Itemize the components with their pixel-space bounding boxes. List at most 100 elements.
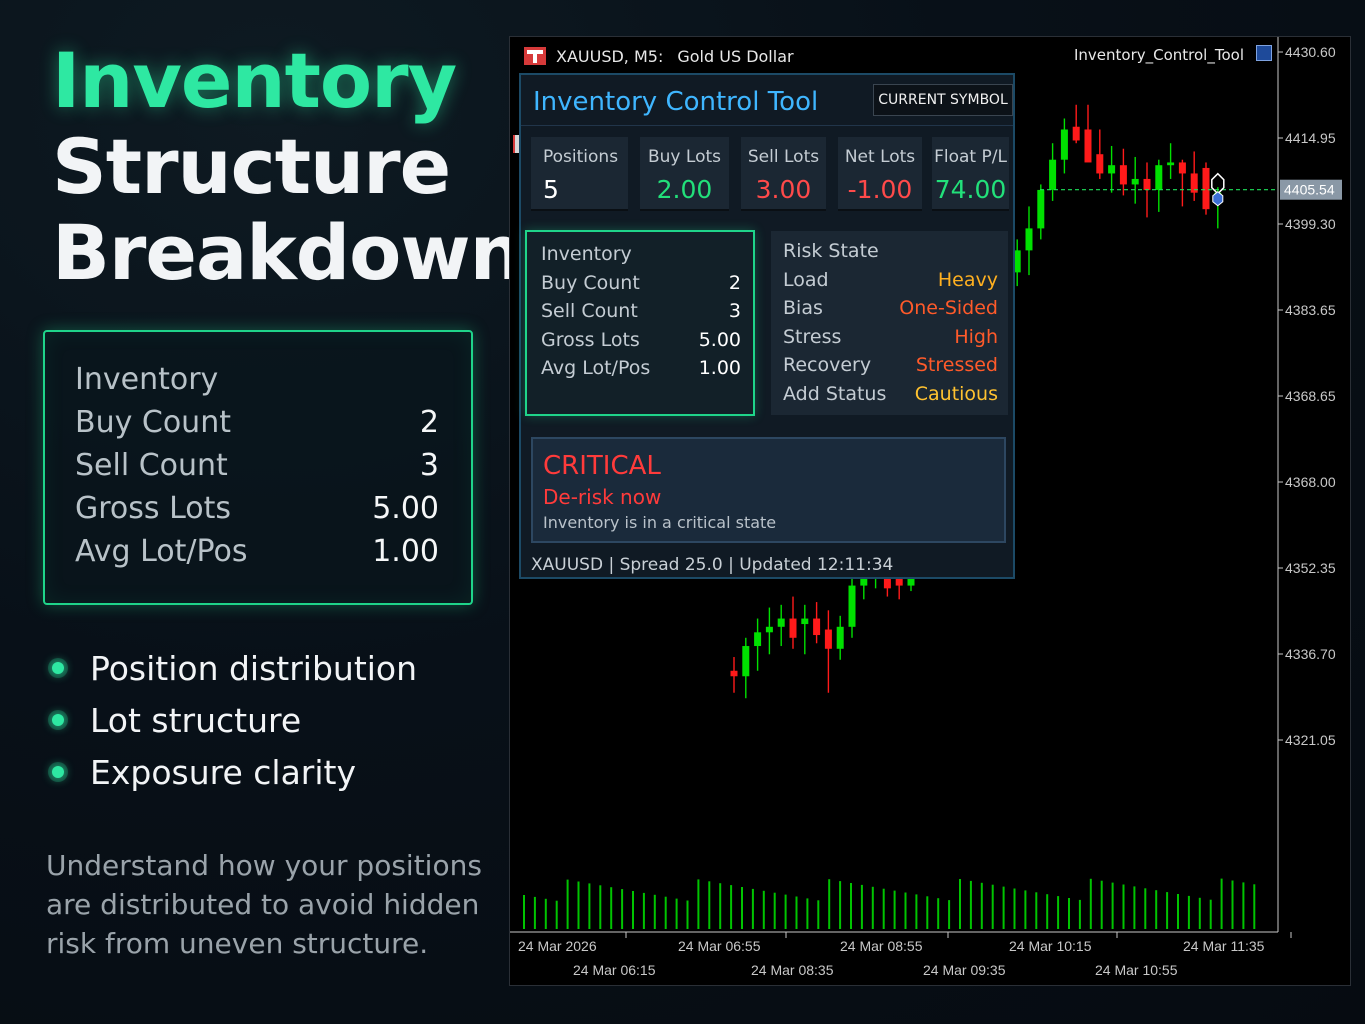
risk-label: Add Status [783, 382, 887, 405]
bullet-text: Position distribution [90, 648, 418, 688]
candle-body [1084, 129, 1092, 163]
inventory-label: Sell Count [541, 300, 638, 322]
risk-label: Load [783, 268, 829, 291]
inventory-value: 5.00 [698, 328, 741, 351]
price-tick-label: 4430.60 [1285, 44, 1336, 60]
promo-description: Understand how your positions are distri… [46, 849, 482, 960]
inventory-label: Buy Count [541, 271, 640, 294]
candle-body [801, 618, 809, 625]
risk-state-box: Risk State Load Heavy Bias One-Sided Stres… [771, 231, 1008, 415]
risk-heading: Risk State [783, 240, 879, 262]
buy-trade-marker-icon [1212, 191, 1224, 207]
promo-title-line2: Structure [52, 122, 451, 211]
metric-value: 5 [543, 175, 559, 204]
risk-label: Bias [783, 297, 823, 319]
candle-body [1060, 129, 1068, 160]
risk-label: Recovery [783, 354, 872, 376]
risk-row: Add Status Cautious [783, 380, 998, 409]
current-price-label: 4405.54 [1284, 182, 1335, 198]
chart-title: XAUUSD, M5: Gold US Dollar [524, 44, 794, 68]
bullet-item: Position distribution [52, 642, 417, 694]
promo-title-line1: Inventory [52, 36, 457, 125]
time-tick-label: 24 Mar 2026 [518, 938, 597, 954]
promo-card-value: 5.00 [372, 491, 439, 526]
risk-row: Bias One-Sided [783, 294, 998, 323]
price-tick-label: 4399.30 [1285, 216, 1336, 232]
inventory-heading-row: Inventory [541, 240, 741, 269]
metric-float-pl: Float P/L 74.00 [932, 137, 1009, 211]
candle-body [789, 618, 797, 638]
chart-symbol: XAUUSD, M5: [556, 46, 664, 66]
inventory-label: Avg Lot/Pos [541, 357, 651, 379]
promo-card-value: 1.00 [372, 534, 439, 569]
symbol-logo-icon [524, 47, 546, 65]
metric-value: 3.00 [755, 175, 812, 204]
price-tick-label: 4414.95 [1285, 130, 1336, 146]
promo-card-value: 3 [419, 448, 439, 483]
inventory-value: 1.00 [698, 357, 741, 379]
inventory-row: Buy Count 2 [541, 269, 741, 298]
metric-sell-lots: Sell Lots 3.00 [741, 137, 826, 211]
promo-title-line3: Breakdown [52, 208, 524, 297]
chart-shift-marker-icon[interactable] [513, 135, 519, 153]
inventory-heading: Inventory [541, 243, 632, 265]
candle-body [754, 632, 762, 647]
risk-label: Stress [783, 325, 842, 348]
time-tick-label: 24 Mar 10:55 [1095, 962, 1178, 978]
metric-buy-lots: Buy Lots 2.00 [640, 137, 729, 211]
time-tick-label: 24 Mar 08:35 [751, 962, 834, 978]
price-tick-label: 4352.35 [1285, 560, 1336, 576]
candle-body [1178, 162, 1186, 174]
candle-body [836, 626, 844, 649]
metric-positions: Positions 5 [531, 137, 628, 211]
candle-body [1167, 162, 1175, 166]
candle-body [730, 670, 738, 677]
price-tick-label: 4321.05 [1285, 732, 1336, 748]
candle-body [1190, 173, 1198, 193]
candle-body [1119, 165, 1127, 185]
indicator-icon[interactable] [1256, 45, 1272, 61]
risk-value: One-Sided [899, 297, 998, 319]
candle-body [1131, 178, 1139, 185]
promo-title: Inventory Structure Breakdown [52, 36, 524, 297]
metric-label: Buy Lots [648, 147, 721, 167]
inventory-box: Inventory Buy Count 2 Sell Count 3 Gross L… [525, 230, 755, 416]
inventory-row: Gross Lots 5.00 [541, 326, 741, 355]
metric-value: 74.00 [934, 175, 1007, 204]
inventory-row: Sell Count 3 [541, 297, 741, 326]
promo-card-row: Avg Lot/Pos 1.00 [75, 530, 439, 573]
indicator-name[interactable]: Inventory_Control_Tool [1073, 46, 1244, 64]
panel-title: Inventory Control Tool [533, 87, 819, 117]
risk-value: Cautious [914, 382, 998, 405]
candle-body [1096, 154, 1104, 174]
metric-label: Positions [543, 147, 619, 167]
candle-body [848, 585, 856, 627]
risk-value: Stressed [915, 354, 998, 376]
candle-body [1072, 126, 1080, 141]
candle-body [1108, 165, 1116, 174]
candle-body [1025, 228, 1033, 251]
metric-label: Net Lots [844, 147, 916, 167]
current-price-label-bg [1280, 179, 1342, 200]
risk-value: Heavy [937, 268, 998, 291]
candle-body [813, 618, 821, 636]
metric-value: -1.00 [847, 175, 913, 204]
bullet-item: Exposure clarity [52, 746, 417, 798]
inventory-row: Avg Lot/Pos 1.00 [541, 354, 741, 383]
time-tick-label: 24 Mar 10:15 [1009, 938, 1092, 954]
candle-body [742, 646, 750, 677]
bullet-dot-icon [52, 714, 64, 726]
price-tick-label: 4368.00 [1285, 474, 1336, 490]
current-symbol-button[interactable]: CURRENT SYMBOL [873, 84, 1013, 116]
inventory-value: 3 [728, 300, 741, 322]
bullet-dot-icon [52, 766, 64, 778]
time-tick-label: 24 Mar 09:35 [923, 962, 1006, 978]
candle-body [777, 618, 785, 627]
promo-card-label: Avg Lot/Pos [75, 534, 248, 569]
candle-body [1013, 250, 1021, 273]
price-tick-label: 4336.70 [1285, 646, 1336, 662]
risk-row: Recovery Stressed [783, 351, 998, 380]
promo-card-row: Sell Count 3 [75, 444, 439, 487]
alert-message: Inventory is in a critical state [543, 513, 777, 532]
time-tick-label: 24 Mar 11:35 [1183, 938, 1265, 954]
